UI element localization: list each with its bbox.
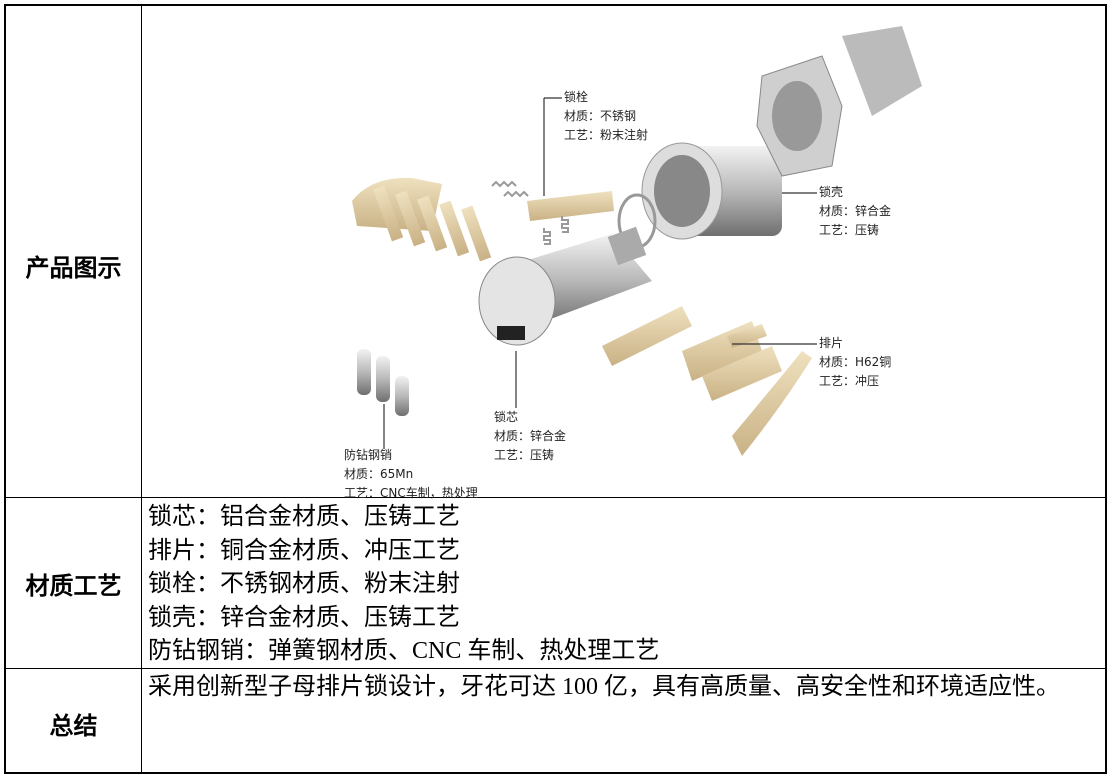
summary-text: 采用创新型子母排片锁设计，牙花可达 100 亿，具有高质量、高安全性和环境适应性… <box>148 674 1060 700</box>
callout-line: 工艺：粉末注射 <box>564 128 649 142</box>
callout-line: 材质：不锈钢 <box>564 109 637 123</box>
callout: 排片 材质：H62铜 工艺：冲压 <box>819 334 891 391</box>
callout-line: 材质：65Mn <box>344 467 414 481</box>
callout-line: 材质：锌合金 <box>819 204 892 218</box>
callout-name: 排片 <box>819 336 844 350</box>
callout-line: 工艺：冲压 <box>819 374 880 388</box>
material-line: 锁壳：锌合金材质、压铸工艺 <box>148 604 460 631</box>
callout-line: 工艺：压铸 <box>494 448 555 462</box>
callout-line: 工艺：CNC车制，热处理 <box>344 486 478 500</box>
callout-line: 工艺：压铸 <box>819 223 880 237</box>
callout-name: 锁芯 <box>494 410 519 424</box>
callout-line: 材质：锌合金 <box>494 429 567 443</box>
callout: 锁壳 材质：锌合金 工艺：压铸 <box>819 183 891 240</box>
col-divider <box>141 6 142 772</box>
callout: 锁芯 材质：锌合金 工艺：压铸 <box>494 408 566 465</box>
exploded-diagram <box>352 26 922 456</box>
callout-name: 锁壳 <box>819 185 844 199</box>
row-label: 产品图示 <box>25 256 122 282</box>
row-label: 总结 <box>49 714 98 740</box>
row-divider <box>6 668 1105 669</box>
callout: 锁栓 材质：不锈钢 工艺：粉末注射 <box>564 88 648 145</box>
material-list: 锁芯：铝合金材质、压铸工艺 排片：铜合金材质、冲压工艺 锁栓：不锈钢材质、粉末注… <box>148 501 659 669</box>
row-divider <box>6 497 1105 498</box>
row-label: 材质工艺 <box>25 574 122 600</box>
material-line: 锁芯：铝合金材质、压铸工艺 <box>148 504 460 530</box>
callout-name: 防钻钢销 <box>344 448 393 462</box>
callout-line: 材质：H62铜 <box>819 355 892 369</box>
material-line: 锁栓：不锈钢材质、粉末注射 <box>148 571 460 597</box>
callout-name: 锁栓 <box>564 90 589 104</box>
material-line: 排片：铜合金材质、冲压工艺 <box>148 537 460 564</box>
spec-table: 产品图示 材质工艺 总结 <box>4 4 1107 774</box>
material-line: 防钻钢销：弹簧钢材质、CNC 车制、热处理工艺 <box>148 638 660 664</box>
callout: 防钻钢销 材质：65Mn 工艺：CNC车制，热处理 <box>344 446 478 503</box>
